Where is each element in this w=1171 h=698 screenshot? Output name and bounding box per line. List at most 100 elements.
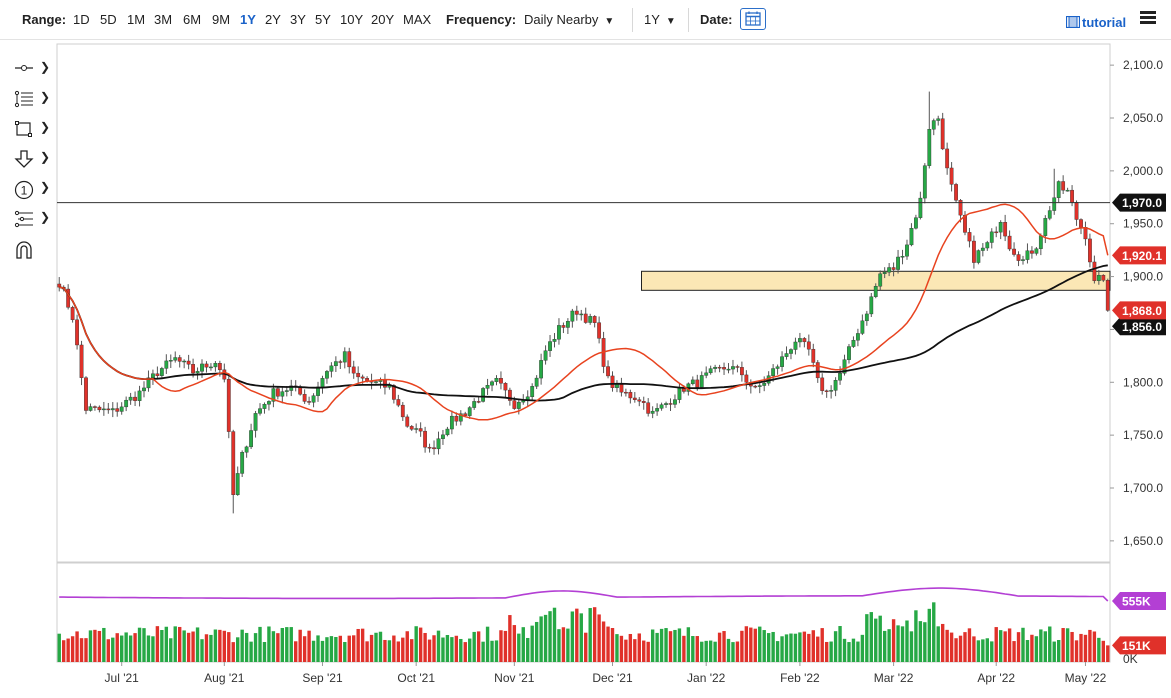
volume-bar [84,638,88,662]
fast-ma-tag-box [1112,246,1166,265]
volume-bar [267,626,271,662]
fibonacci-tool[interactable]: ❯ [14,90,54,110]
volume-bar [369,634,374,662]
volume-bar [972,636,976,662]
candle-body [445,428,450,436]
frequency-dropdown[interactable]: Daily Nearby ▼ [524,12,614,27]
candle-body [516,401,521,409]
range-20y[interactable]: 20Y [371,12,395,27]
volume-bar [178,626,182,662]
candle-body [387,385,392,388]
candle-body [565,321,570,328]
volume-bar [579,613,583,662]
range-1m[interactable]: 1M [127,12,146,27]
volume-bar [976,640,981,662]
volume-bar [628,633,633,662]
candle-body [503,383,508,391]
volume-bar [441,637,445,662]
range-1y[interactable]: 1Y [240,12,256,27]
range-5d[interactable]: 5D [100,12,117,27]
period-dropdown[interactable]: 1Y ▼ [644,12,676,27]
volume-bar [173,626,177,662]
volume-bar [575,608,579,662]
candle-body [369,380,374,383]
candle-body [864,313,869,322]
candle-body [976,250,981,263]
candle-body [521,399,526,403]
volume-bar [695,636,699,662]
open-interest-tag-box [1112,591,1166,610]
pitchfork-tool[interactable]: ❯ [14,210,54,230]
candle-body [298,386,303,395]
volume-bar [1034,636,1039,662]
candle-body [900,256,905,258]
volume-bar [472,631,476,662]
candle-body [561,325,566,328]
candle-body [360,376,365,379]
candle-body [258,408,262,414]
candle-body [695,379,700,388]
tutorial-link[interactable]: tutorial [1065,15,1126,30]
frequency-value: Daily Nearby [524,12,599,27]
crosshair-line-tool[interactable]: ❯ [14,60,54,80]
candle-body [838,373,842,381]
arrow-down-tool[interactable]: ❯ [14,150,54,170]
candle-body [186,360,191,365]
range-max[interactable]: MAX [403,12,432,27]
candle-body [427,446,432,449]
magnet-tool[interactable] [14,240,54,260]
candle-body [927,129,932,166]
volume-bar [1007,628,1012,662]
candle-body [1079,219,1083,228]
volume-bar [450,637,454,662]
candle-body [1096,275,1101,281]
range-3y[interactable]: 3Y [290,12,306,27]
candle-body [441,434,445,439]
candle-body [798,338,802,343]
range-5y[interactable]: 5Y [315,12,331,27]
price-tick-label: 1,850.0 [1123,322,1163,336]
range-9m[interactable]: 9M [212,12,231,27]
rectangle-tool[interactable]: ❯ [14,120,54,140]
candle-body [168,360,173,362]
volume-bar [459,638,463,662]
volume-bar [548,611,552,662]
volume-bar [75,631,79,662]
volume-bar [490,640,494,662]
volume-bar [642,640,646,662]
period-value: 1Y [644,12,660,27]
range-1d[interactable]: 1D [73,12,90,27]
candle-body [97,406,102,411]
volume-bar [985,638,989,662]
chevron-right-icon: ❯ [40,210,51,224]
annotation-number-tool[interactable]: 1 ❯ [14,180,54,200]
volume-bar [222,630,227,662]
candle-body [628,392,633,399]
candle-body [896,256,900,270]
range-6m[interactable]: 6M [183,12,202,27]
volume-bar [311,640,316,662]
range-3m[interactable]: 3M [154,12,173,27]
candle-body [847,346,851,360]
open-interest-tag-label: 555K [1122,594,1151,608]
volume-bar [1079,633,1083,662]
volume-bar [633,639,637,662]
candle-body [284,390,289,392]
range-10y[interactable]: 10Y [340,12,364,27]
range-2y[interactable]: 2Y [265,12,281,27]
volume-bar [387,640,392,662]
date-picker-button[interactable] [740,8,766,30]
candle-body [338,361,343,363]
hamburger-menu-icon[interactable] [1140,11,1156,25]
volume-bar [637,633,641,662]
volume-tag-box [1112,636,1166,655]
volume-bar [236,637,240,662]
candle-body [686,383,691,392]
volume-bar [539,616,543,662]
candle-body [409,426,414,430]
candle-body [552,339,557,342]
volume-bar [927,608,931,662]
volume-bar [824,641,829,662]
volume-bar [432,635,436,662]
volume-bar [856,641,860,662]
